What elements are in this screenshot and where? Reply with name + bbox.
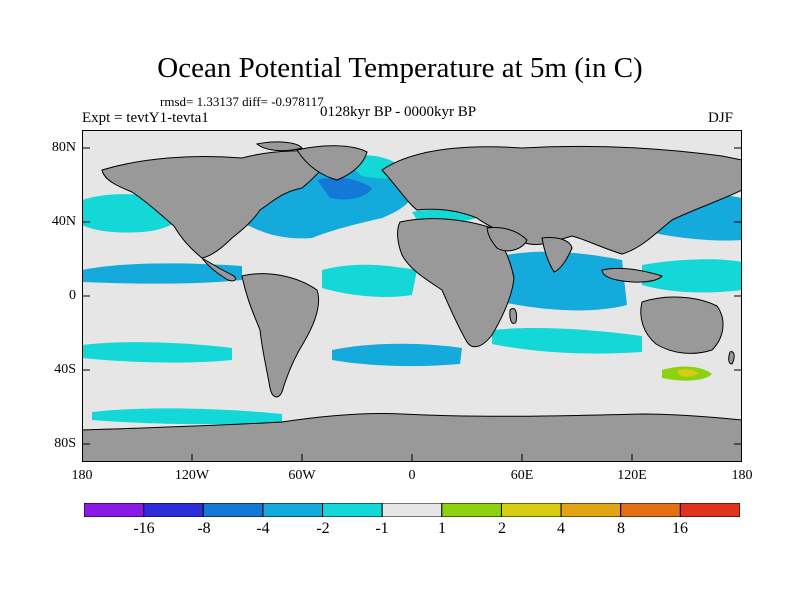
lon-tick-label: 180	[731, 468, 753, 483]
world-map	[82, 130, 742, 462]
lon-tick-label: 60E	[510, 468, 534, 483]
colorbar-box	[84, 503, 145, 517]
madagascar	[509, 308, 517, 324]
period-label: 0128kyr BP - 0000kyr BP	[320, 104, 477, 120]
north-atlantic-strong-cooling	[317, 177, 372, 200]
lon-tick-label: 120E	[617, 468, 647, 483]
colorbar-box	[143, 503, 204, 517]
eurasia	[381, 145, 742, 255]
axis-ticks	[82, 147, 742, 462]
colorbar-box	[202, 503, 264, 517]
indian-ocean-cooling	[487, 251, 627, 311]
map-title: Ocean Potential Temperature at 5m (in C)	[157, 52, 643, 84]
colorbar-label: 8	[617, 520, 625, 537]
lat-tick-label: 40N	[51, 214, 76, 229]
new-zealand	[728, 351, 735, 365]
colorbar-label: 4	[557, 520, 565, 537]
colorbar-box	[679, 503, 740, 517]
stats-label: rmsd= 1.33137 diff= -0.978117	[160, 94, 324, 109]
north-america	[101, 150, 333, 259]
southeast-asia-islands	[601, 267, 663, 283]
lon-tick-label: 180	[71, 468, 93, 483]
equatorial-atlantic-cooling	[322, 264, 417, 298]
south-pacific-cooling	[82, 342, 232, 363]
south-america	[241, 273, 319, 398]
lat-tick-label: 80S	[54, 436, 76, 451]
tasman-warming-core	[678, 369, 698, 377]
west-pacific-cooling	[642, 259, 742, 293]
colorbar-label: 2	[498, 520, 506, 537]
land-masses	[82, 141, 742, 462]
colorbar-label: 1	[438, 520, 446, 537]
colorbar-label: -4	[256, 520, 270, 537]
season-label: DJF	[708, 110, 734, 126]
india	[541, 237, 573, 273]
lat-tick-label: 80N	[51, 140, 76, 155]
experiment-label: Expt = tevtY1-tevta1	[82, 110, 209, 126]
south-atlantic-cooling	[332, 343, 462, 367]
lon-tick-label: 120W	[174, 468, 210, 483]
south-indian-cooling	[492, 328, 642, 354]
colorbar-label: -1	[375, 520, 389, 537]
colorbar-box	[322, 503, 383, 517]
colorbar-label: -16	[133, 520, 155, 537]
colorbar-label: 16	[672, 520, 688, 537]
colorbar-box	[381, 503, 443, 517]
colorbar-box	[500, 503, 562, 517]
colorbar-box	[560, 503, 622, 517]
central-america	[201, 257, 237, 282]
colorbar-box	[262, 503, 324, 517]
lat-tick-label: 40S	[54, 362, 76, 377]
colorbar-label: -2	[316, 520, 330, 537]
colorbar-box	[620, 503, 681, 517]
arabia	[486, 227, 528, 252]
polar-band	[82, 130, 742, 138]
lon-tick-label: 0	[408, 468, 416, 483]
arctic-islands	[255, 141, 303, 152]
lat-tick-label: 0	[69, 288, 76, 303]
colorbar-label: -8	[197, 520, 211, 537]
lon-tick-label: 60W	[288, 468, 316, 483]
colorbar-box	[441, 503, 502, 517]
equatorial-pacific-cooling	[82, 263, 242, 284]
antarctica	[82, 412, 742, 462]
greenland	[296, 145, 368, 181]
southern-ocean-cooling	[92, 408, 282, 425]
australia	[640, 296, 724, 354]
colorbar	[84, 503, 740, 517]
